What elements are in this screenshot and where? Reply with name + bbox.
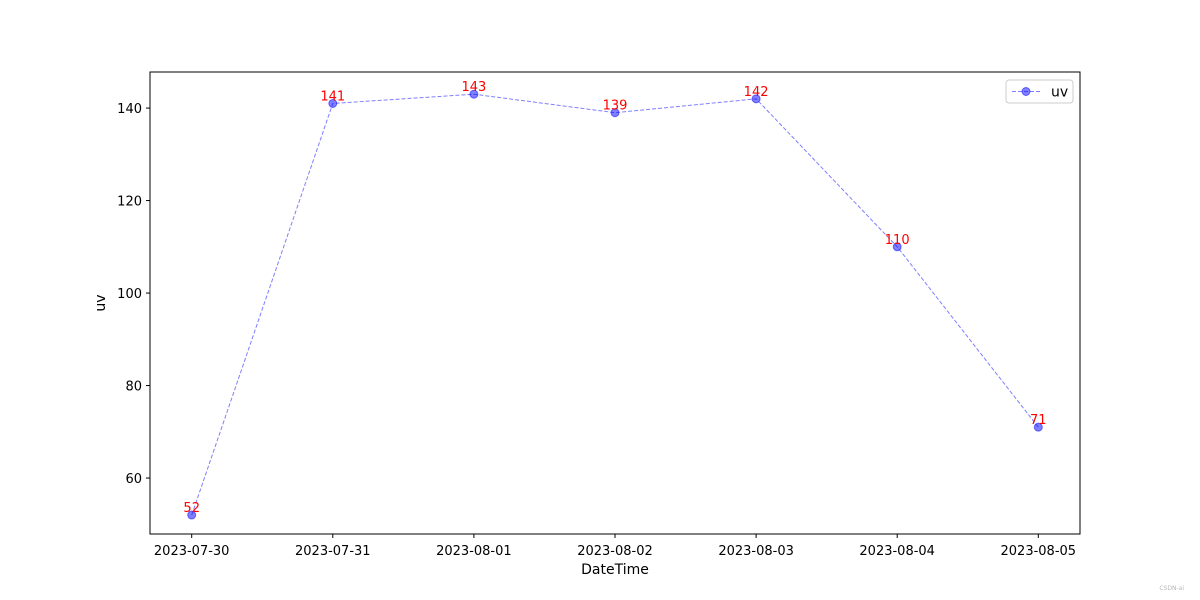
data-point [751, 94, 761, 104]
x-tick-label: 2023-08-04 [859, 544, 935, 559]
data-label: 142 [744, 85, 769, 100]
legend: uv [1005, 79, 1074, 104]
data-label: 143 [461, 80, 486, 95]
x-tick-label: 2023-08-03 [718, 544, 794, 559]
y-axis-label: uv [93, 294, 109, 311]
x-tick-label: 2023-08-05 [1001, 544, 1077, 559]
data-point [328, 98, 338, 108]
data-point [1033, 422, 1043, 432]
data-point [187, 510, 197, 520]
data-label: 139 [603, 99, 628, 114]
y-tick-label: 60 [125, 472, 142, 487]
data-label: 110 [885, 233, 910, 248]
x-tick-label: 2023-08-01 [436, 544, 512, 559]
y-axis: 60 80 100 120 140 [117, 102, 150, 487]
x-tick-label: 2023-08-02 [577, 544, 653, 559]
y-tick-label: 120 [117, 195, 142, 210]
x-tick-label: 2023-07-30 [154, 544, 230, 559]
y-tick-label: 80 [125, 380, 142, 395]
x-axis: 2023-07-30 2023-07-31 2023-08-01 2023-08-02… [154, 534, 1076, 559]
plot-area: 52 141 143 139 142 110 71 [183, 80, 1047, 520]
data-point [610, 108, 620, 118]
data-point [469, 89, 479, 99]
legend-marker [1021, 87, 1031, 96]
y-tick-label: 100 [117, 287, 142, 302]
watermark: CSDN-ai [1159, 585, 1184, 592]
data-label: 71 [1030, 413, 1047, 428]
y-tick-label: 140 [117, 102, 142, 117]
x-tick-label: 2023-07-31 [295, 544, 371, 559]
x-axis-label: DateTime [581, 562, 649, 578]
data-label: 52 [183, 501, 200, 516]
data-label: 141 [320, 89, 345, 104]
data-point [892, 242, 902, 252]
legend-label-uv: uv [1051, 85, 1068, 101]
